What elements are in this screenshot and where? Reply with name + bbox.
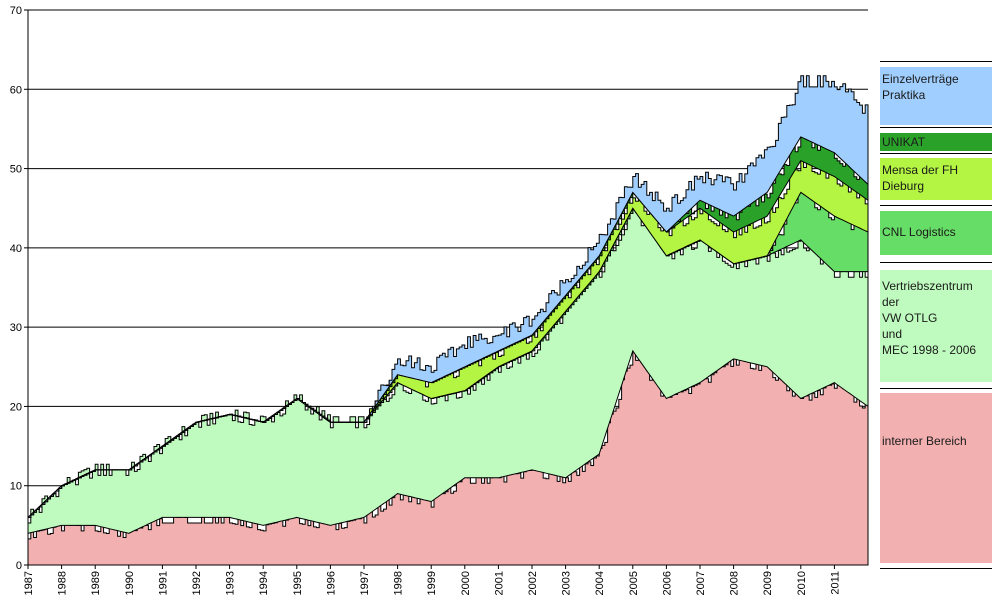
- x-tick-label: 2010: [796, 571, 808, 595]
- x-tick-label: 1989: [90, 571, 102, 595]
- y-tick-label: 70: [10, 5, 22, 17]
- legend-divider: [880, 568, 992, 569]
- x-tick-label: 2006: [661, 571, 673, 595]
- y-tick-label: 40: [10, 243, 22, 255]
- legend-label: Vertriebszentrum der: [882, 279, 973, 309]
- x-tick-label: 1999: [426, 571, 438, 595]
- legend-item-einzelvertraege: Einzelverträge Praktika: [880, 67, 992, 125]
- legend-divider: [880, 153, 992, 154]
- x-tick-label: 2000: [460, 571, 472, 595]
- legend-label: Mensa der FH: [882, 163, 959, 177]
- x-tick-label: 2007: [695, 571, 707, 595]
- y-tick-label: 20: [10, 401, 22, 413]
- x-tick-label: 2005: [628, 571, 640, 595]
- legend-label: VW OTLG: [882, 311, 938, 325]
- x-tick-label: 1998: [393, 571, 405, 595]
- x-tick-label: 2009: [762, 571, 774, 595]
- x-tick-label: 1993: [225, 571, 237, 595]
- x-tick-label: 2008: [729, 571, 741, 595]
- x-tick-label: 2003: [561, 571, 573, 595]
- y-tick-label: 30: [10, 322, 22, 334]
- legend-divider: [880, 262, 992, 263]
- area-series: [27, 75, 869, 566]
- x-tick-label: 1991: [157, 571, 169, 595]
- legend-label: Einzelverträge: [882, 72, 959, 86]
- x-tick-label: 1987: [23, 571, 35, 595]
- x-tick-label: 1990: [124, 571, 136, 595]
- legend-label: Praktika: [882, 88, 926, 102]
- y-tick-label: 0: [16, 560, 22, 572]
- legend-divider: [880, 388, 992, 389]
- legend-divider: [880, 205, 992, 206]
- gridlines: [28, 9, 868, 487]
- x-tick-label: 1995: [292, 571, 304, 595]
- legend-label: interner Bereich: [882, 434, 967, 448]
- legend-label: CNL Logistics: [882, 225, 956, 239]
- area-einzelvertr-ge-praktika: [27, 75, 869, 518]
- legend-item-vertriebszentrum: Vertriebszentrum der VW OTLG und MEC 199…: [880, 270, 992, 382]
- legend-item-unikat: UNIKAT: [880, 133, 992, 151]
- legend-divider: [880, 61, 992, 62]
- x-tick-label: 1996: [325, 571, 337, 595]
- x-tick-label: 2011: [829, 571, 841, 595]
- y-tick-label: 50: [10, 164, 22, 176]
- x-axis-tick-labels: 1987 1988 1989 1990 1991 1992 1993 1994 1995 1996…: [23, 571, 841, 595]
- x-tick-label: 1992: [191, 571, 203, 595]
- legend-item-mensa: Mensa der FH Dieburg: [880, 158, 992, 200]
- legend-divider: [880, 127, 992, 128]
- y-tick-label: 10: [10, 481, 22, 493]
- axes: [24, 9, 868, 569]
- x-tick-label: 1997: [359, 571, 371, 595]
- x-tick-label: 2002: [527, 571, 539, 595]
- legend-label: UNIKAT: [882, 135, 926, 149]
- legend-item-cnl: CNL Logistics: [880, 211, 992, 255]
- y-tick-label: 60: [10, 84, 22, 96]
- x-tick-label: 2004: [594, 571, 606, 595]
- legend-label: MEC 1998 - 2006: [882, 343, 977, 357]
- legend-label: Dieburg: [882, 179, 925, 193]
- y-axis-tick-labels: 0 10 20 30 40 50 60 70: [10, 5, 22, 572]
- x-tick-label: 2001: [493, 571, 505, 595]
- x-tick-label: 1994: [258, 571, 270, 595]
- x-tick-label: 1988: [57, 571, 69, 595]
- legend-item-interner-bereich: interner Bereich: [880, 393, 992, 563]
- legend-label: und: [882, 327, 903, 341]
